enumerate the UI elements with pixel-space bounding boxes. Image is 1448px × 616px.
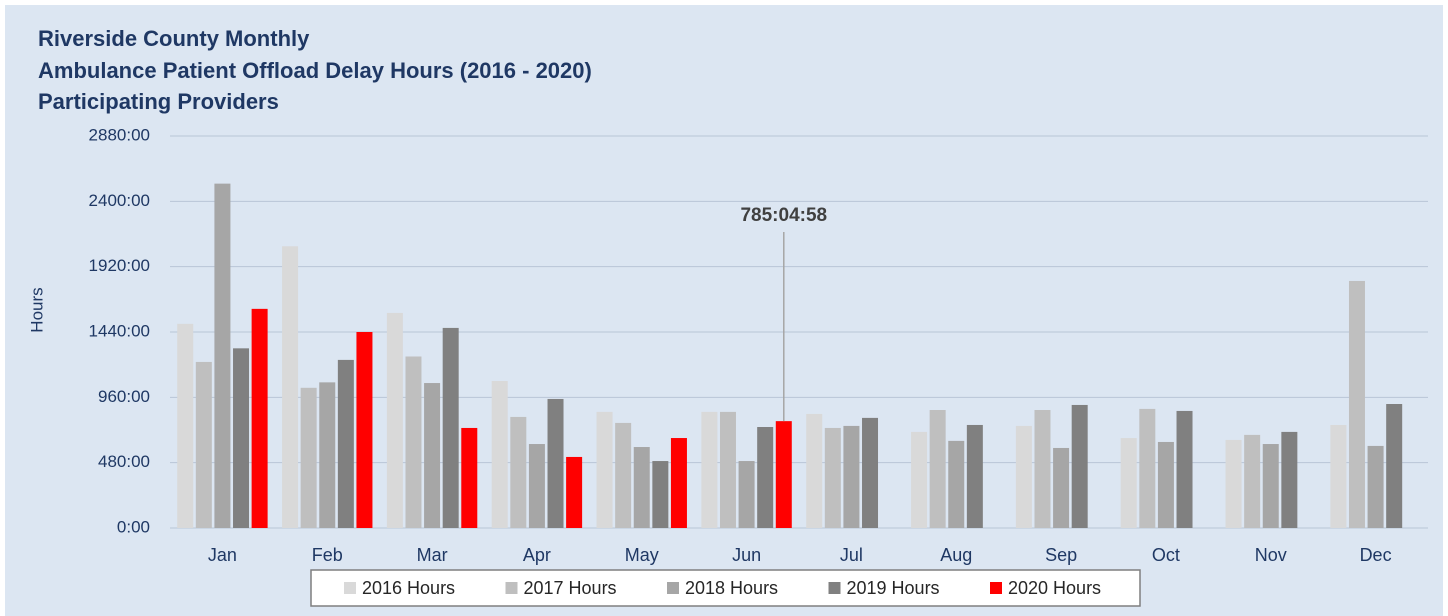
bar [442, 327, 459, 528]
x-tick-label: Jul [840, 545, 863, 565]
bar [510, 416, 527, 528]
data-label: 785:04:58 [740, 205, 827, 226]
x-tick-label: Oct [1152, 545, 1180, 565]
bar [670, 438, 687, 528]
bar [1367, 445, 1384, 528]
bar [757, 427, 774, 528]
y-tick-label: 2400:00 [89, 191, 150, 210]
bar [251, 308, 268, 528]
legend-swatch [667, 582, 679, 594]
bar [233, 348, 250, 528]
bar [806, 413, 823, 528]
bar [929, 409, 946, 528]
bar [547, 398, 564, 528]
y-axis-label: Hours [27, 287, 46, 332]
legend-label: 2018 Hours [685, 578, 778, 598]
bar [177, 323, 194, 528]
y-tick-label: 0:00 [117, 517, 150, 536]
bar [282, 246, 299, 528]
bar [566, 456, 583, 528]
bar [424, 383, 441, 528]
bar [701, 411, 718, 528]
y-tick-label: 960:00 [98, 387, 150, 406]
bar [1071, 404, 1088, 528]
bar [738, 461, 755, 528]
y-tick-label: 1920:00 [89, 256, 150, 275]
bar [300, 387, 317, 528]
x-tick-label: Apr [523, 545, 551, 565]
bar [843, 425, 860, 528]
bar [824, 427, 841, 528]
bar [1034, 409, 1051, 528]
bar [1157, 441, 1174, 528]
bar [337, 359, 354, 528]
bar [195, 361, 212, 528]
bar [356, 332, 373, 528]
legend-label: 2019 Hours [847, 578, 940, 598]
x-tick-label: Aug [940, 545, 972, 565]
bar [1244, 434, 1261, 528]
bar [966, 424, 983, 528]
x-tick-label: Dec [1360, 545, 1392, 565]
bar [1386, 404, 1403, 528]
chart-title: Riverside County Monthly [38, 26, 310, 51]
bar [1120, 438, 1137, 528]
bar [911, 431, 928, 528]
chart-title: Participating Providers [38, 89, 279, 114]
bar [491, 381, 508, 528]
bar [461, 427, 478, 528]
legend-swatch [505, 582, 518, 594]
x-tick-label: Jan [208, 545, 237, 565]
bar [596, 411, 613, 528]
legend-swatch [828, 582, 841, 594]
legend-label: 2017 Hours [524, 578, 617, 598]
bar [1225, 439, 1242, 528]
legend-swatch [990, 582, 1002, 594]
bar [528, 444, 545, 528]
x-tick-label: May [625, 545, 659, 565]
bar [1139, 408, 1156, 528]
chart-title: Ambulance Patient Offload Delay Hours (2… [38, 58, 592, 83]
bar [1015, 425, 1032, 528]
bar [615, 422, 632, 528]
bar [775, 421, 792, 528]
x-tick-label: Nov [1255, 545, 1287, 565]
legend-label: 2020 Hours [1008, 578, 1101, 598]
legend-label: 2016 Hours [362, 578, 455, 598]
x-tick-label: Jun [732, 545, 761, 565]
bar [652, 461, 669, 528]
bar [1281, 431, 1298, 528]
bar [1348, 280, 1365, 528]
x-tick-label: Mar [417, 545, 448, 565]
y-tick-label: 1440:00 [89, 321, 150, 340]
bar [633, 447, 650, 528]
y-tick-label: 480:00 [98, 452, 150, 471]
bar [948, 440, 965, 528]
bar [1176, 410, 1193, 528]
bar [1262, 444, 1279, 528]
bar [1053, 447, 1070, 528]
x-tick-label: Sep [1045, 545, 1077, 565]
legend-swatch [344, 582, 356, 594]
bar [319, 382, 336, 528]
y-tick-label: 2880:00 [89, 125, 150, 144]
bar [1330, 424, 1347, 528]
bar [862, 417, 879, 528]
bar [386, 312, 403, 528]
bar [214, 183, 231, 528]
bar [405, 356, 422, 528]
bar [719, 411, 736, 528]
x-tick-label: Feb [312, 545, 343, 565]
